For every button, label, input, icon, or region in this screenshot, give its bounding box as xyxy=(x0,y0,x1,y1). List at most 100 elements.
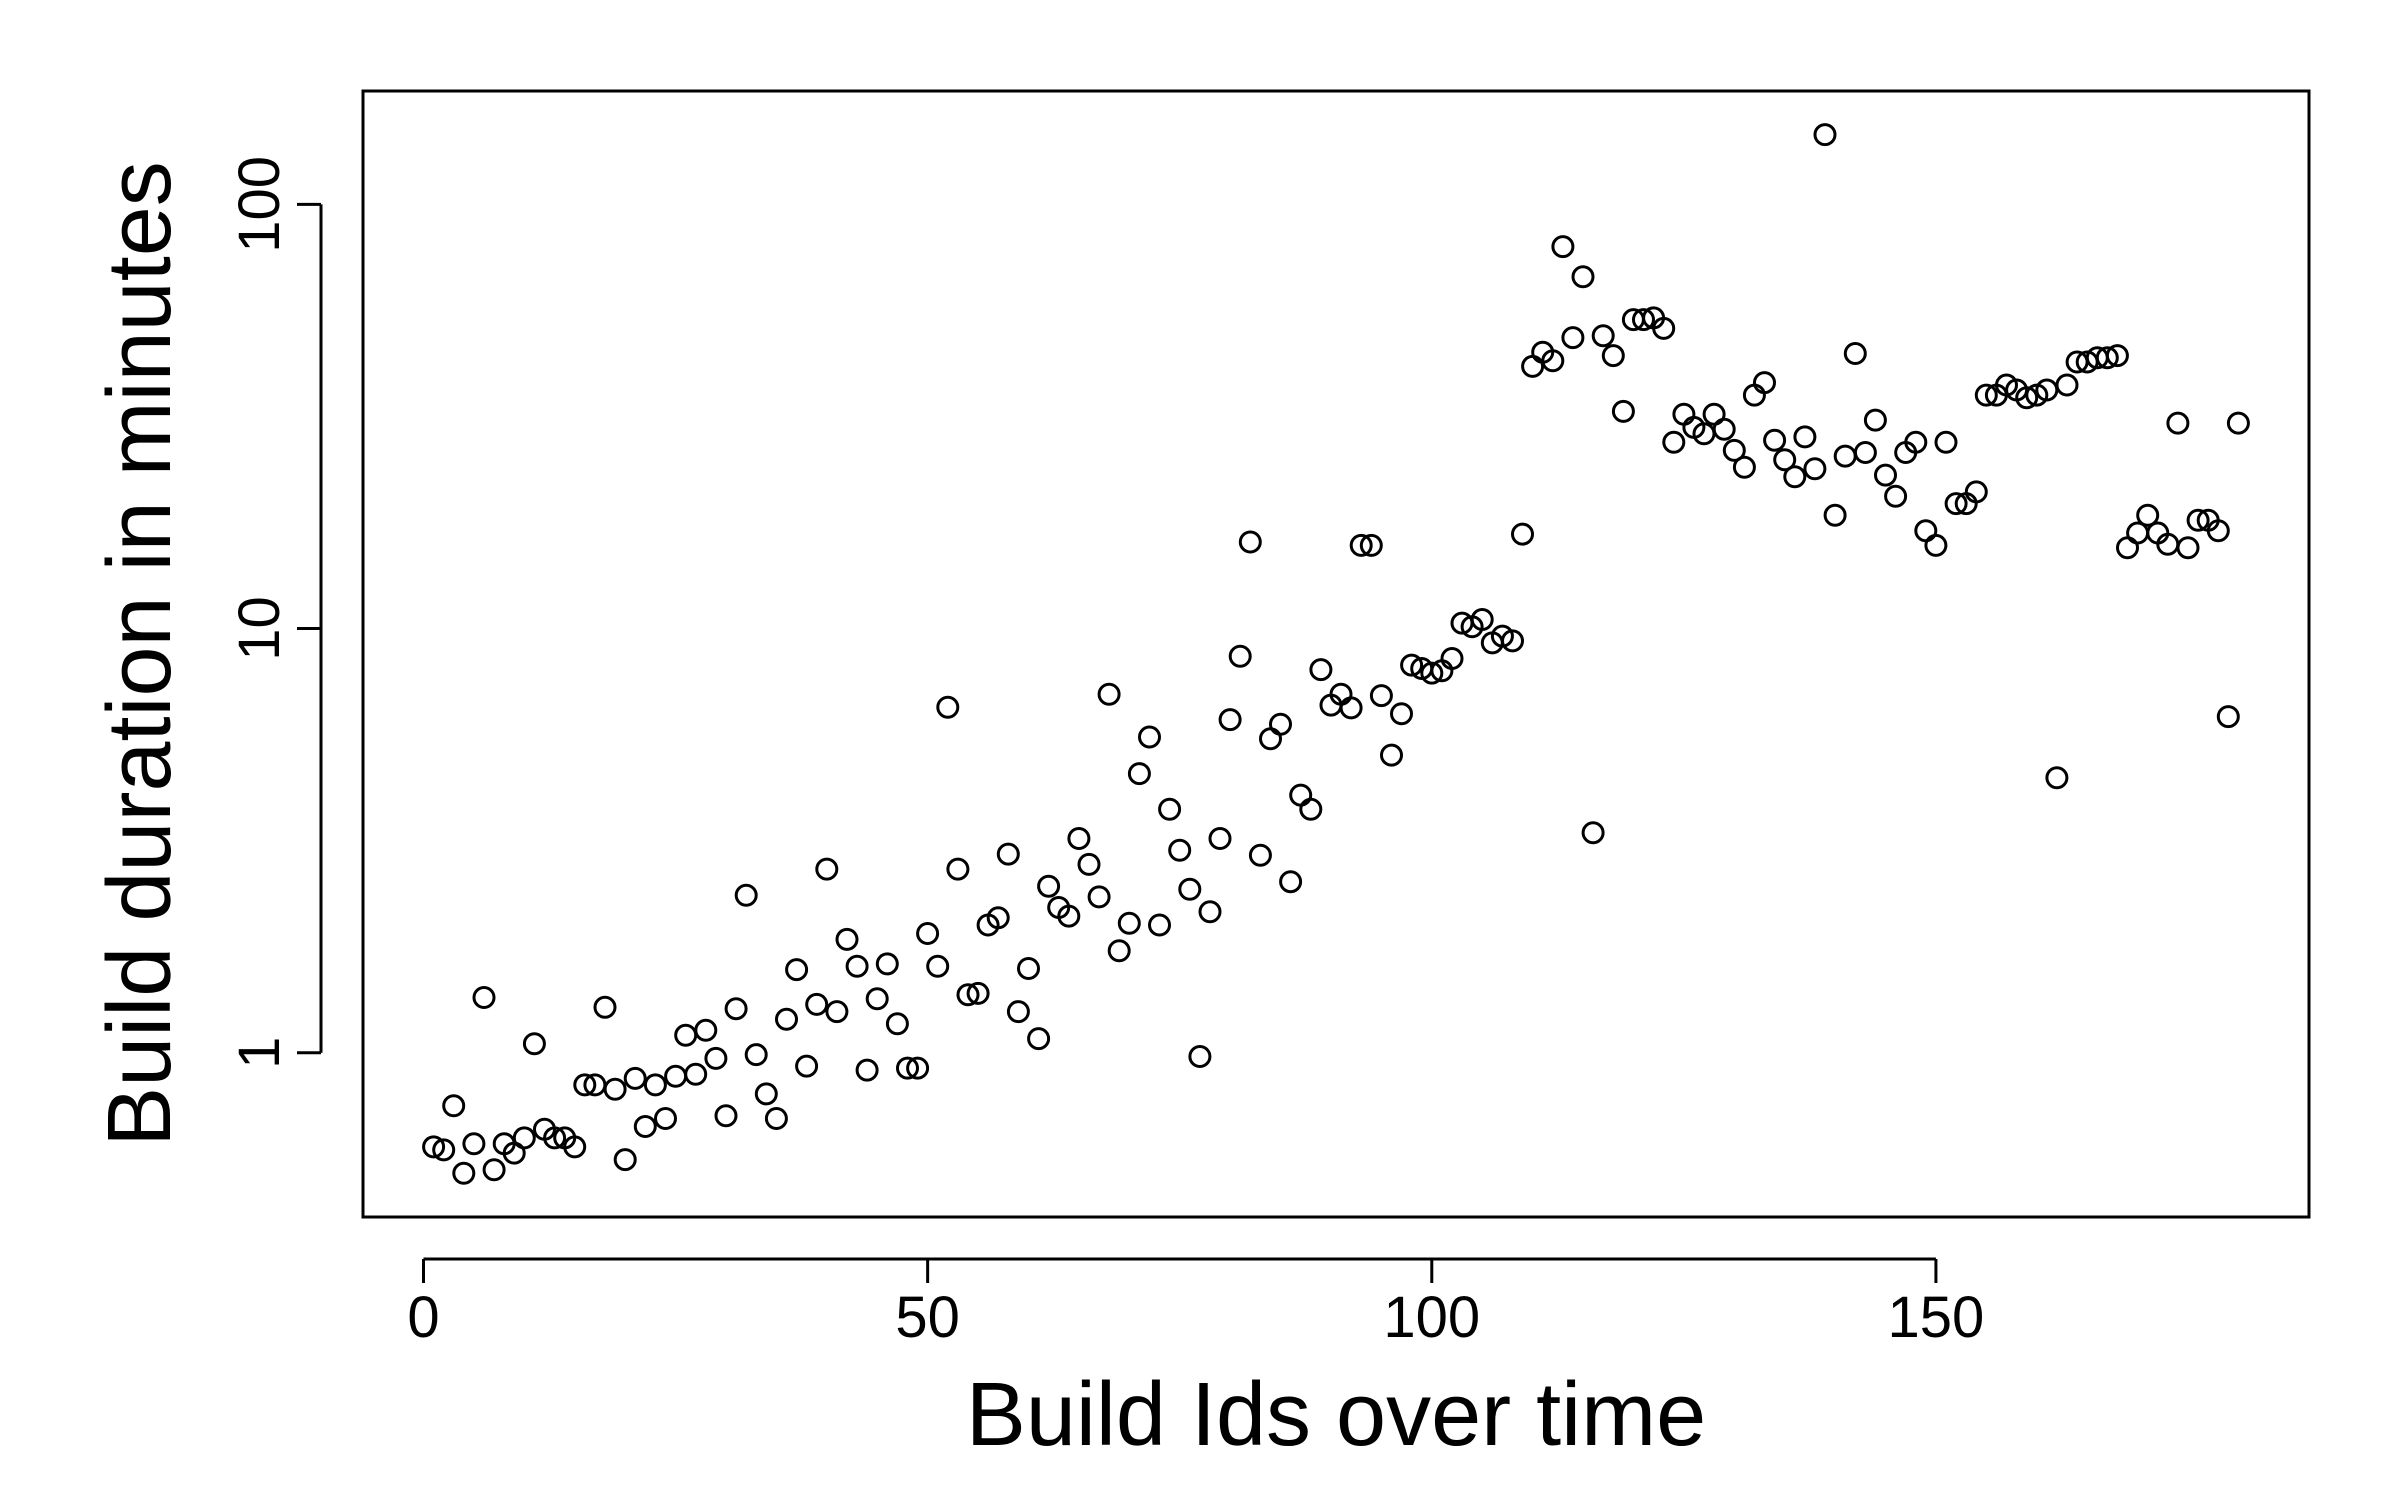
data-point xyxy=(2105,344,2129,368)
data-point xyxy=(946,857,970,881)
data-point xyxy=(1117,911,1141,935)
data-point xyxy=(775,1007,798,1031)
data-point xyxy=(613,1148,637,1172)
data-point xyxy=(1339,696,1363,720)
data-point xyxy=(2186,508,2210,532)
data-point xyxy=(724,997,748,1021)
data-point xyxy=(1803,457,1827,481)
data-point xyxy=(512,1126,536,1150)
data-point xyxy=(2095,346,2119,370)
data-point xyxy=(1732,455,1756,479)
data-point xyxy=(1107,939,1131,963)
data-point xyxy=(744,1043,768,1067)
data-point xyxy=(1763,428,1787,452)
data-point xyxy=(1037,874,1061,898)
data-point xyxy=(966,981,990,1005)
data-point xyxy=(795,1054,819,1078)
data-point xyxy=(1511,522,1534,546)
data-point xyxy=(1218,708,1242,732)
data-point xyxy=(1057,904,1081,928)
data-point xyxy=(1904,430,1928,454)
x-tick-label: 100 xyxy=(1383,1285,1480,1350)
data-point xyxy=(1228,644,1252,668)
data-point xyxy=(603,1077,627,1101)
data-point xyxy=(785,958,809,982)
data-point xyxy=(805,992,829,1016)
y-tick-label: 10 xyxy=(227,596,292,661)
data-point xyxy=(926,954,950,978)
data-point xyxy=(956,983,980,1007)
data-point xyxy=(875,952,899,976)
data-point xyxy=(1359,533,1383,557)
data-point xyxy=(1289,783,1313,807)
data-point xyxy=(1863,408,1887,432)
data-point xyxy=(835,927,859,951)
data-point xyxy=(1611,399,1635,423)
data-point xyxy=(452,1161,476,1185)
data-point xyxy=(2136,503,2160,527)
data-point xyxy=(1581,821,1605,845)
data-point xyxy=(825,1000,849,1024)
data-point xyxy=(1823,503,1847,527)
data-point xyxy=(986,906,1010,930)
data-point xyxy=(896,1056,919,1080)
data-point xyxy=(1874,463,1897,487)
data-point xyxy=(1541,349,1565,373)
data-point xyxy=(1380,743,1403,767)
data-point xyxy=(1753,371,1776,395)
x-axis: 0 50 100 150 xyxy=(407,1257,1984,1350)
data-point xyxy=(442,1094,466,1118)
data-point xyxy=(1914,519,1938,543)
data-point xyxy=(1309,658,1333,682)
x-tick-label: 0 xyxy=(407,1285,439,1350)
data-point xyxy=(1349,533,1373,557)
data-point xyxy=(754,1082,778,1106)
data-point xyxy=(1017,957,1040,980)
data-point xyxy=(1884,484,1908,508)
data-point xyxy=(916,922,940,945)
data-point xyxy=(694,1018,718,1042)
data-point xyxy=(1833,444,1857,468)
data-point xyxy=(1188,1045,1212,1068)
data-point xyxy=(1924,533,1948,557)
data-point xyxy=(936,695,960,719)
data-point xyxy=(2226,411,2250,435)
data-point xyxy=(996,842,1020,866)
data-point xyxy=(1178,877,1202,901)
data-point xyxy=(422,1135,446,1159)
data-point xyxy=(865,987,889,1011)
data-point xyxy=(2166,411,2190,435)
data-point xyxy=(1208,827,1232,850)
data-point xyxy=(674,1023,698,1047)
data-point xyxy=(1248,843,1272,867)
data-point xyxy=(1793,425,1817,449)
data-point xyxy=(643,1073,667,1097)
data-point xyxy=(1138,725,1161,749)
data-point xyxy=(1390,702,1413,726)
data-point xyxy=(1077,852,1101,876)
data-point xyxy=(906,1056,930,1080)
data-point xyxy=(764,1107,788,1130)
data-point xyxy=(654,1107,677,1130)
data-point xyxy=(1571,265,1595,289)
x-axis-title: Build Ids over time xyxy=(966,1365,1706,1465)
y-tick-label: 1 xyxy=(227,1037,292,1069)
data-point xyxy=(815,857,839,881)
data-point xyxy=(1672,402,1696,426)
data-point xyxy=(1369,684,1393,708)
data-point xyxy=(1944,492,1968,516)
data-points xyxy=(422,123,2250,1185)
data-point xyxy=(1843,342,1867,365)
data-point xyxy=(1702,402,1726,426)
data-point xyxy=(1087,885,1111,909)
x-tick-label: 50 xyxy=(895,1285,960,1350)
data-point xyxy=(1742,383,1766,407)
data-point xyxy=(1400,653,1424,677)
data-point xyxy=(1853,441,1877,464)
data-point xyxy=(2055,373,2079,397)
data-point xyxy=(623,1066,647,1090)
data-point xyxy=(472,986,496,1009)
data-point xyxy=(1027,1027,1051,1051)
data-point xyxy=(2206,519,2230,543)
data-point xyxy=(1712,417,1736,441)
